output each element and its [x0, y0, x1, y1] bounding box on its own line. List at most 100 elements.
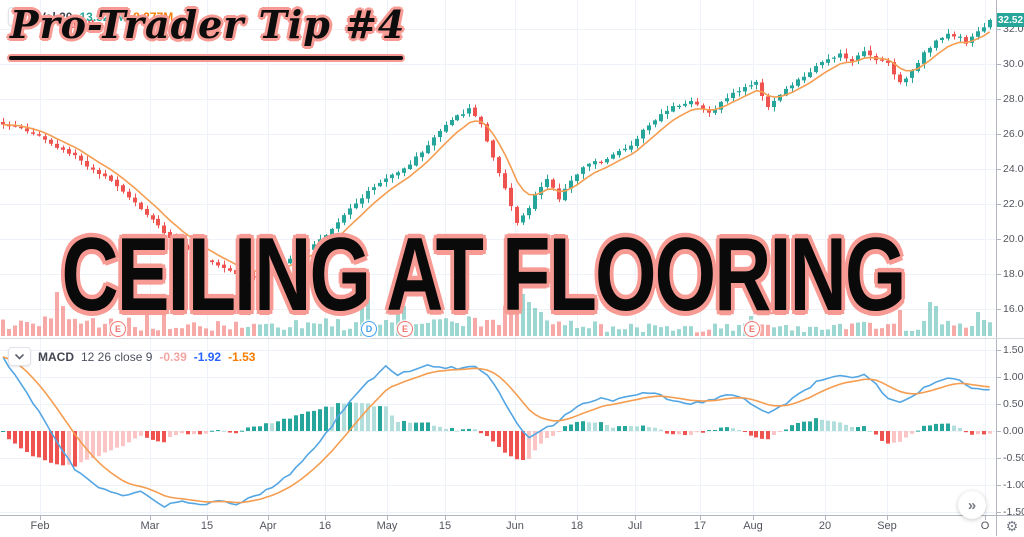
time-tick-dash: [635, 516, 636, 520]
time-tick-label: 20: [818, 520, 832, 532]
macd-legend-params: 12 26 close 9: [81, 349, 153, 364]
price-tick: 18.00: [997, 268, 1024, 280]
price-tick: 26.00: [997, 128, 1024, 140]
overlay-caption: CEILING AT FLOORING: [61, 217, 907, 334]
time-tick-label: Aug: [743, 520, 763, 532]
chevron-down-icon: [15, 353, 24, 360]
time-tick-label: Feb: [30, 520, 50, 532]
tick-dash: [997, 238, 1001, 240]
price-tick-label: 16.00: [1003, 303, 1024, 315]
time-tick-label: Mar: [140, 520, 160, 532]
volume-legend: Vol 20 13.522M 8.277M: [8, 7, 173, 26]
time-axis[interactable]: Feb Mar 15 Apr 16 May 15 Jun 18 Jul 17 Aug 20 Sep O: [0, 515, 1024, 537]
overlay-title: Pro-Trader Tip #4: [10, 2, 406, 47]
double-chevron-right-icon: »: [967, 496, 977, 514]
price-tick: 28.00: [997, 93, 1024, 105]
macd-tick: -0.50: [997, 452, 1024, 464]
macd-signal-value: -1.53: [228, 349, 256, 364]
tick-dash: [997, 484, 1001, 486]
price-tick-label: 20.00: [1003, 233, 1024, 245]
price-tick-label: 22.00: [1003, 198, 1024, 210]
time-tick-label: 15: [438, 520, 452, 532]
time-tick-dash: [887, 516, 888, 520]
time-tick-dash: [387, 516, 388, 520]
time-tick-label: 18: [570, 520, 584, 532]
chevron-down-icon: [15, 13, 24, 20]
settings-gear-button[interactable]: ⚙: [1001, 517, 1023, 535]
tick-dash: [997, 403, 1001, 405]
volume-value: 13.522M: [79, 9, 127, 24]
earnings-marker[interactable]: E: [744, 321, 760, 337]
macd-tick-label: 1.50: [1003, 344, 1024, 356]
axis-corner-line: [996, 515, 997, 536]
earnings-marker[interactable]: E: [110, 321, 126, 337]
volume-legend-label: Vol 20: [38, 9, 73, 24]
time-tick-label: May: [376, 520, 398, 532]
price-tick: 22.00: [997, 198, 1024, 210]
price-tick: 30.00: [997, 58, 1024, 70]
tick-dash: [997, 63, 1001, 65]
time-tick-dash: [577, 516, 578, 520]
macd-tick: 1.50: [997, 344, 1023, 356]
time-tick-label: Jun: [506, 520, 524, 532]
collapse-pane-button[interactable]: »: [958, 491, 986, 519]
last-price-badge: 32.52: [997, 13, 1024, 27]
macd-legend-label: MACD: [38, 349, 74, 364]
price-tick-label: 28.00: [1003, 93, 1024, 105]
dividend-marker[interactable]: D: [361, 321, 377, 337]
macd-tick-label: 0.50: [1003, 398, 1024, 410]
volume-legend-collapse-button[interactable]: [8, 7, 31, 26]
earnings-marker[interactable]: E: [397, 321, 413, 337]
macd-legend-collapse-button[interactable]: [8, 347, 31, 366]
macd-tick-label: 0.00: [1003, 425, 1024, 437]
macd-tick: -1.00: [997, 479, 1024, 491]
macd-line-value: -1.92: [193, 349, 222, 364]
price-axis[interactable]: 32.0030.0028.0026.0024.0022.0020.0018.00…: [996, 0, 1024, 518]
tick-dash: [997, 168, 1001, 170]
macd-tick-label: -1.00: [1003, 479, 1024, 491]
time-tick-dash: [268, 516, 269, 520]
tick-dash: [997, 457, 1001, 459]
time-tick-dash: [825, 516, 826, 520]
time-tick-dash: [515, 516, 516, 520]
time-tick-label: 16: [318, 520, 332, 532]
macd-hist-value: -0.39: [159, 349, 187, 364]
price-tick-label: 26.00: [1003, 128, 1024, 140]
overlay-title-underline: [9, 56, 403, 60]
tick-dash: [997, 430, 1001, 432]
time-tick-dash: [445, 516, 446, 520]
time-tick-dash: [150, 516, 151, 520]
price-tick: 20.00: [997, 233, 1024, 245]
tick-dash: [997, 133, 1001, 135]
time-tick-dash: [985, 516, 986, 520]
price-tick: 16.00: [997, 303, 1024, 315]
macd-tick: 1.00: [997, 371, 1023, 383]
tick-dash: [997, 308, 1001, 310]
macd-tick: 0.50: [997, 398, 1023, 410]
price-tick-label: 24.00: [1003, 163, 1024, 175]
time-tick-label: 17: [693, 520, 707, 532]
macd-tick-label: -0.50: [1003, 452, 1024, 464]
volume-legend-partial-value: 1.88: [71, 17, 95, 31]
time-tick-label: O: [980, 520, 990, 532]
price-tick-label: 30.00: [1003, 58, 1024, 70]
time-tick-label: 15: [200, 520, 214, 532]
time-tick-dash: [753, 516, 754, 520]
time-tick-dash: [40, 516, 41, 520]
gear-icon: ⚙: [1005, 517, 1019, 534]
tick-dash: [997, 376, 1001, 378]
tick-dash: [997, 273, 1001, 275]
macd-legend: MACD 12 26 close 9 -0.39 -1.92 -1.53: [8, 347, 255, 366]
macd-tick-label: 1.00: [1003, 371, 1024, 383]
price-tick-label: 18.00: [1003, 268, 1024, 280]
tick-dash: [997, 98, 1001, 100]
time-tick-label: Apr: [259, 520, 277, 532]
pane-separator[interactable]: [0, 338, 1024, 339]
volume-ma-value: 8.277M: [133, 9, 174, 24]
time-tick-label: Sep: [877, 520, 897, 532]
time-tick-dash: [700, 516, 701, 520]
time-tick-dash: [325, 516, 326, 520]
tick-dash: [997, 511, 1001, 513]
